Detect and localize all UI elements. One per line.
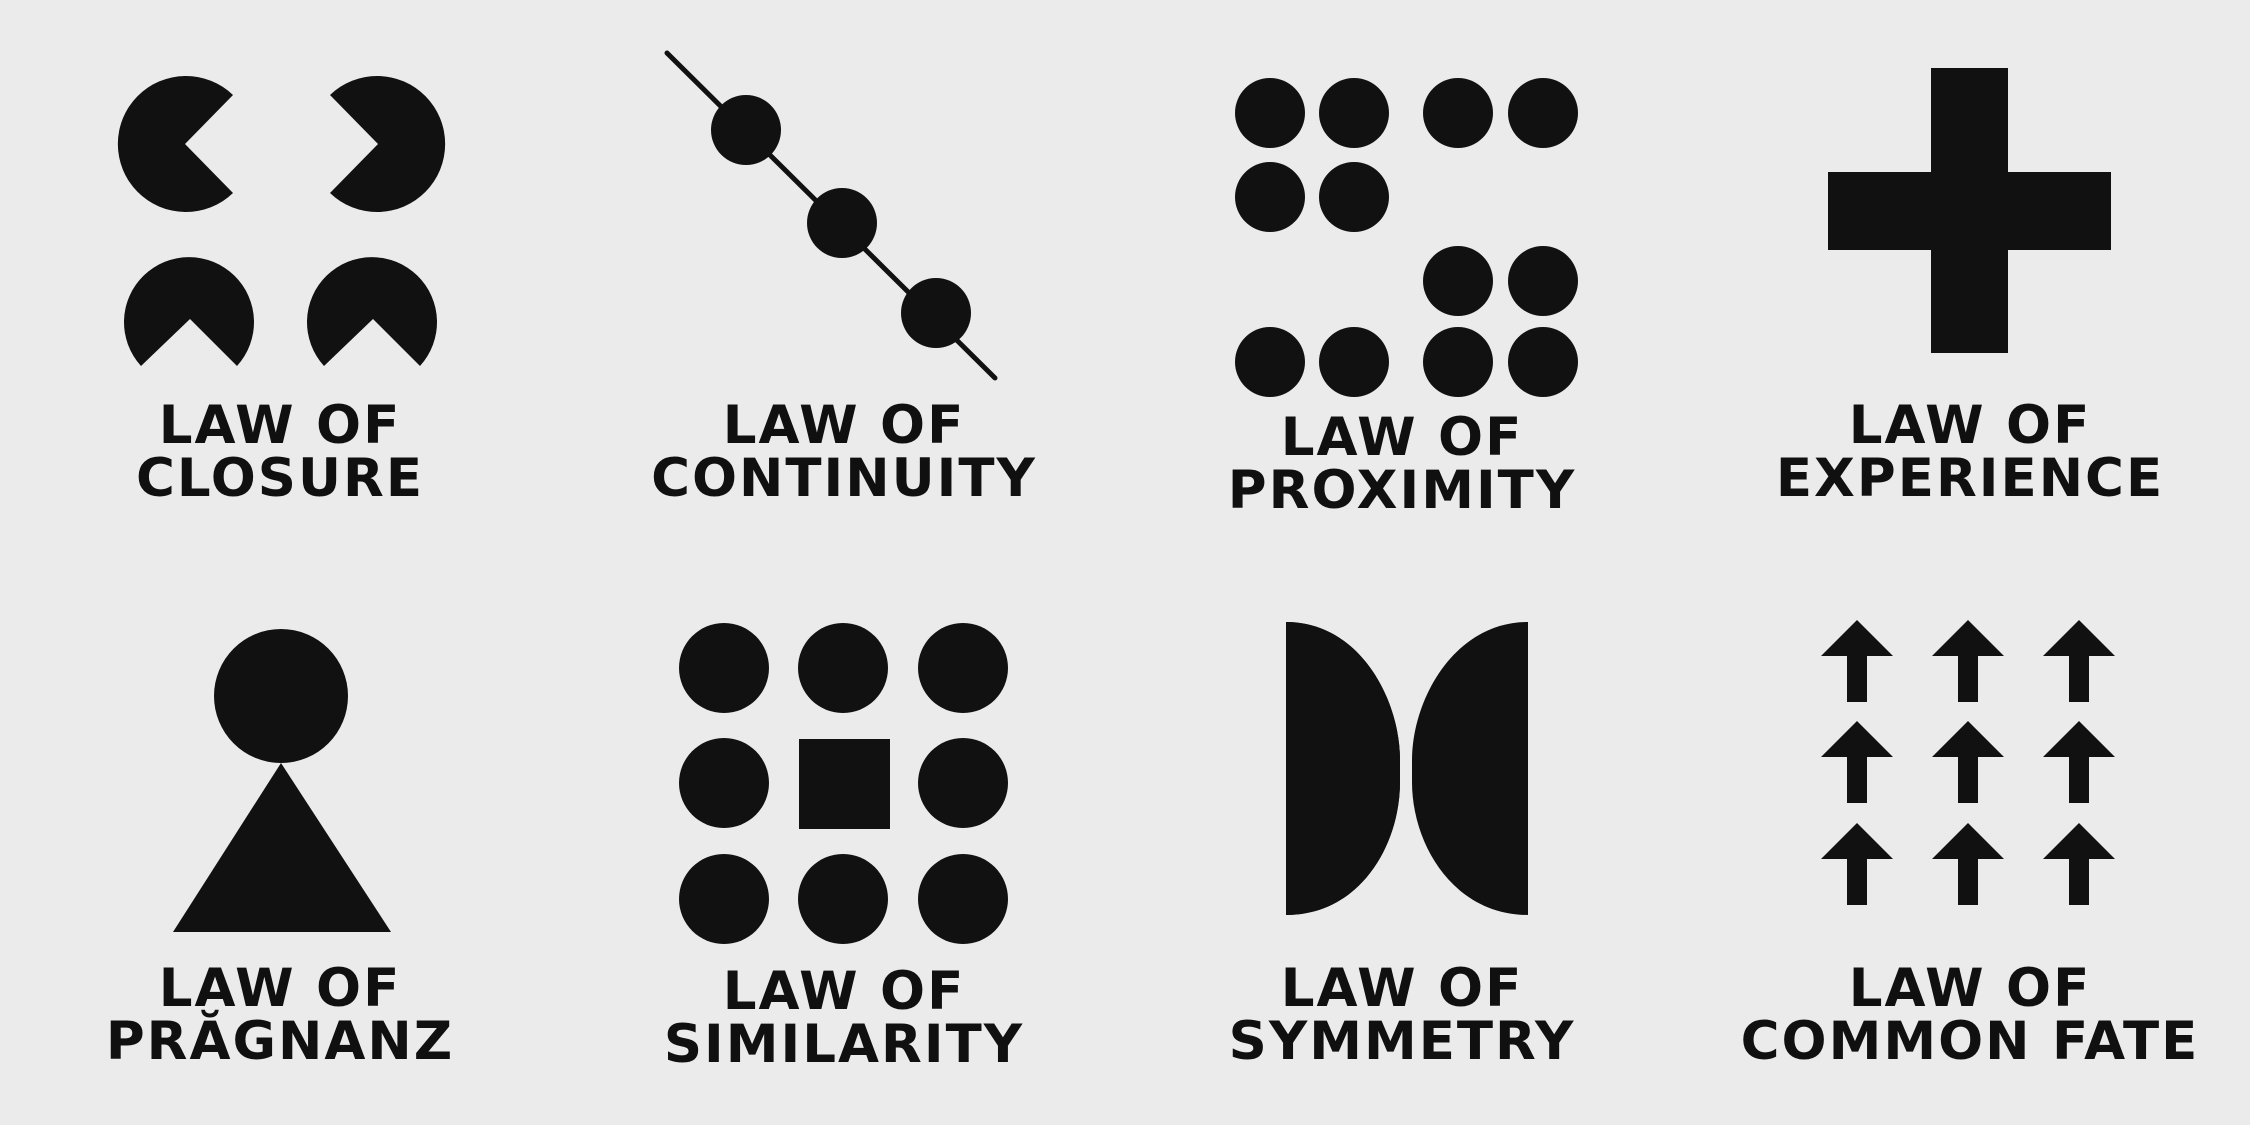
similarity-grid-icon bbox=[679, 623, 1008, 944]
pragnanz-label: LAW OF PRĂGNANZ bbox=[0, 962, 560, 1068]
experience-cross-icon bbox=[1828, 68, 2111, 353]
continuity-line-icon bbox=[664, 50, 998, 381]
closure-label-line1: LAW OF bbox=[158, 395, 402, 456]
proximity-dots-icon bbox=[1235, 78, 1578, 397]
symmetry-label-line1: LAW OF bbox=[1280, 958, 1524, 1019]
closure-label-line2: CLOSURE bbox=[135, 448, 425, 509]
pragnanz-label-line2: PRĂGNANZ bbox=[105, 1011, 455, 1072]
common-fate-label: LAW OF COMMON FATE bbox=[1690, 962, 2250, 1068]
similarity-label-line1: LAW OF bbox=[722, 961, 966, 1022]
proximity-label-line2: PROXIMITY bbox=[1227, 460, 1577, 521]
experience-label: LAW OF EXPERIENCE bbox=[1690, 399, 2250, 505]
symmetry-brackets-icon bbox=[1286, 622, 1528, 915]
proximity-label: LAW OF PROXIMITY bbox=[1122, 411, 1682, 517]
proximity-label-line1: LAW OF bbox=[1280, 407, 1524, 468]
pragnanz-figure-icon bbox=[173, 629, 391, 932]
similarity-label-line2: SIMILARITY bbox=[663, 1014, 1025, 1075]
similarity-label: LAW OF SIMILARITY bbox=[564, 965, 1124, 1071]
closure-pacman-icon bbox=[117, 76, 446, 366]
common-fate-label-line1: LAW OF bbox=[1848, 958, 2092, 1019]
continuity-label-line1: LAW OF bbox=[722, 395, 966, 456]
closure-label: LAW OF CLOSURE bbox=[0, 399, 560, 505]
continuity-label: LAW OF CONTINUITY bbox=[564, 399, 1124, 505]
common-fate-label-line2: COMMON FATE bbox=[1740, 1011, 2200, 1072]
experience-label-line2: EXPERIENCE bbox=[1775, 448, 2165, 509]
continuity-label-line2: CONTINUITY bbox=[651, 448, 1037, 509]
symmetry-label-line2: SYMMETRY bbox=[1228, 1011, 1576, 1072]
experience-label-line1: LAW OF bbox=[1848, 395, 2092, 456]
symmetry-label: LAW OF SYMMETRY bbox=[1122, 962, 1682, 1068]
common-fate-arrows-icon bbox=[1821, 620, 2115, 905]
pragnanz-label-line1: LAW OF bbox=[158, 958, 402, 1019]
